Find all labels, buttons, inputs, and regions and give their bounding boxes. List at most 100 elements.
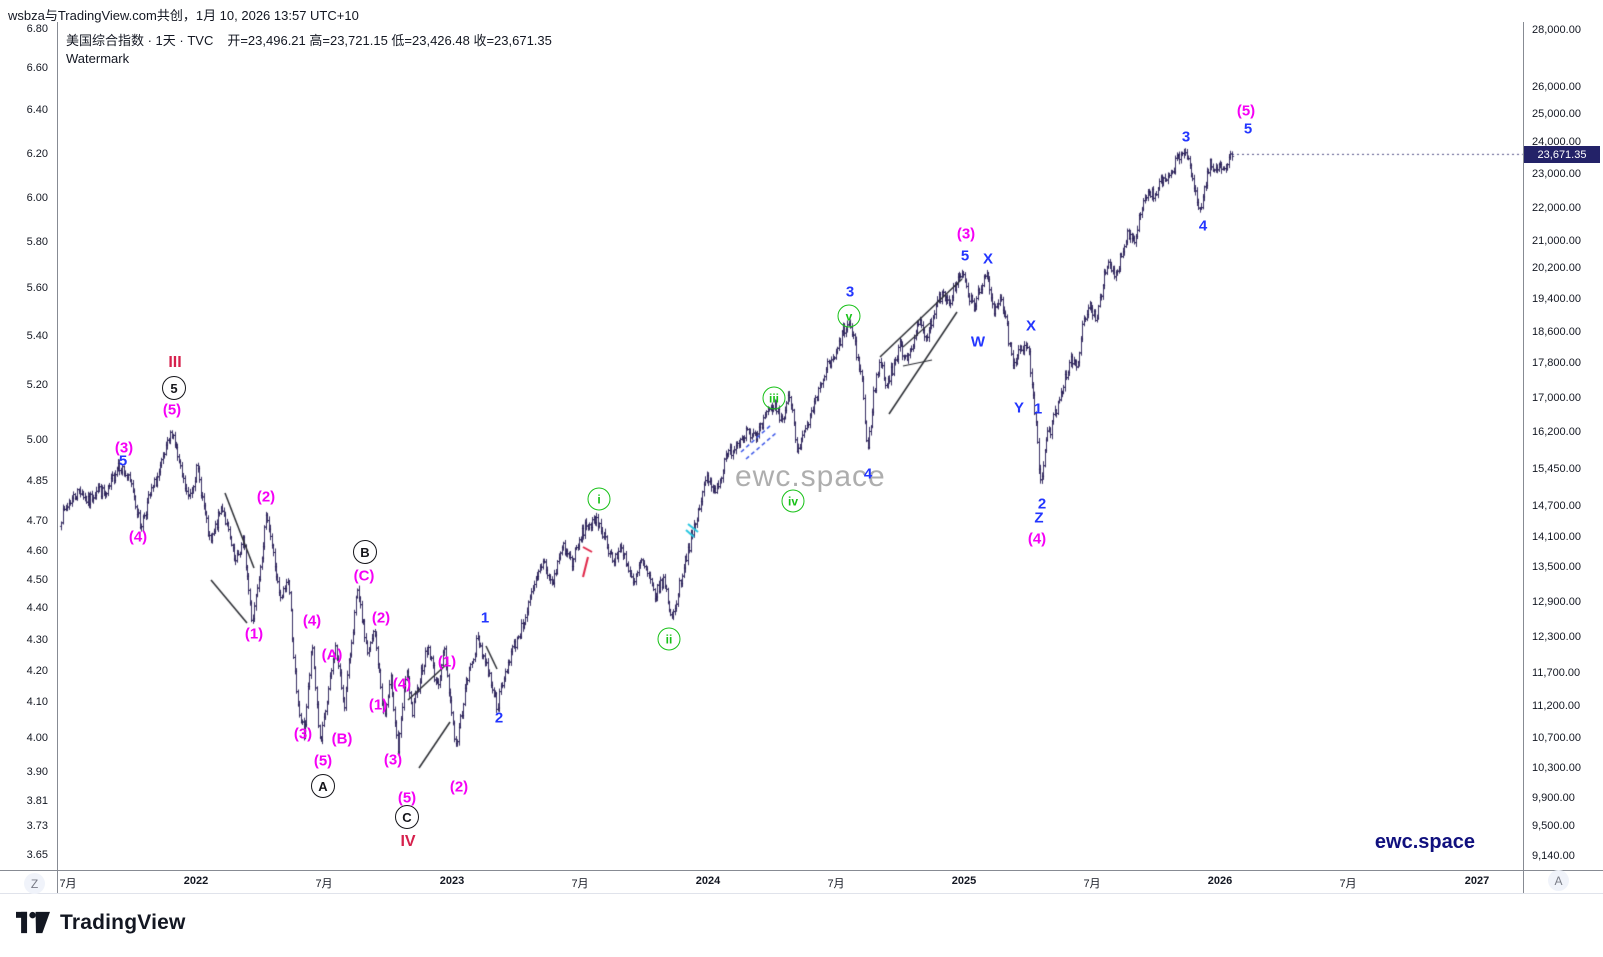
auto-scale-button[interactable]: A (1548, 870, 1569, 891)
wave-label-A[interactable]: A (311, 774, 335, 798)
time-axis-label: 2023 (439, 875, 465, 887)
ohlc-values: 开=23,496.21 高=23,721.15 低=23,426.48 收=23… (227, 33, 552, 48)
right-price-scale[interactable]: 28,000.00 26,000.00 25,000.00 24,000.00 23,0… (1524, 0, 1603, 870)
wave-label-v[interactable]: v (837, 304, 861, 328)
wave-label-Z[interactable]: Z (1034, 509, 1044, 527)
timezone-button[interactable]: Z (24, 873, 45, 894)
time-axis-label: 2024 (695, 875, 721, 887)
attribution-text: wsbza与TradingView.com共创，1月 10, 2026 13:5… (8, 8, 359, 23)
left-axis-tick: 4.40 (26, 602, 48, 614)
wave-label-C[interactable]: (C) (353, 567, 375, 585)
symbol-title: 美国综合指数 · 1天 · TVC (66, 33, 214, 48)
wave-label-B[interactable]: B (353, 540, 377, 564)
right-axis-tick: 13,500.00 (1532, 561, 1581, 573)
tradingview-logo-icon (16, 911, 50, 934)
left-axis-tick: 6.40 (26, 104, 48, 116)
right-axis-tick: 11,700.00 (1532, 667, 1581, 679)
wave-label-2[interactable]: (2) (449, 778, 469, 796)
wave-label-IV[interactable]: IV (400, 833, 416, 850)
right-axis-tick: 17,800.00 (1532, 357, 1581, 369)
right-axis-tick: 28,000.00 (1532, 24, 1581, 36)
wave-label-W[interactable]: W (970, 333, 986, 351)
symbol-legend[interactable]: 美国综合指数 · 1天 · TVC 开=23,496.21 高=23,721.1… (66, 30, 552, 49)
wave-label-A[interactable]: (A) (321, 646, 343, 664)
wave-label-iv[interactable]: iv (781, 489, 805, 513)
left-axis-tick: 4.70 (26, 515, 48, 527)
right-axis-tick: 11,200.00 (1532, 700, 1581, 712)
wave-label-5[interactable]: (5) (1236, 102, 1256, 120)
last-price-label: 23,671.35 (1524, 146, 1600, 163)
left-axis-tick: 6.80 (26, 23, 48, 35)
wave-label-3[interactable]: (3) (956, 225, 976, 243)
left-axis-tick: 5.20 (26, 379, 48, 391)
wave-label-C[interactable]: C (395, 805, 419, 829)
wave-label-2[interactable]: 2 (494, 709, 504, 727)
time-axis-label: 7月 (1339, 878, 1357, 890)
wave-label-3[interactable]: 3 (1181, 128, 1191, 146)
wave-label-III[interactable]: III (168, 354, 182, 371)
time-axis-label: 7月 (827, 878, 845, 890)
wave-label-4[interactable]: (4) (1027, 530, 1047, 548)
wave-label-B[interactable]: (B) (331, 730, 353, 748)
right-axis-tick: 14,100.00 (1532, 531, 1581, 543)
wave-label-ii[interactable]: ii (657, 627, 681, 651)
wave-label-5[interactable]: (5) (162, 401, 182, 419)
wave-label-1[interactable]: (1) (244, 625, 264, 643)
legend-subtitle: Watermark (66, 51, 130, 66)
wave-label-4[interactable]: 4 (863, 465, 873, 483)
wave-label-4[interactable]: (4) (128, 528, 148, 546)
wave-label-4[interactable]: 4 (1198, 217, 1208, 235)
wave-label-5[interactable]: 5 (162, 376, 186, 400)
wave-label-2[interactable]: 2 (1037, 495, 1047, 513)
wave-label-5[interactable]: (5) (397, 789, 417, 807)
wave-label-X[interactable]: X (1025, 317, 1037, 335)
tradingview-logo-text: TradingView (60, 910, 186, 934)
right-axis-tick: 26,000.00 (1532, 81, 1581, 93)
time-axis-label: 7月 (59, 878, 77, 890)
wave-label-1[interactable]: 1 (480, 609, 490, 627)
right-axis-tick: 16,200.00 (1532, 426, 1581, 438)
right-axis-tick: 20,200.00 (1532, 262, 1581, 274)
time-scale[interactable]: 7月 2022 7月 2023 7月 2024 7月 2025 7月 2026 7月 2027 (0, 870, 1603, 893)
left-axis-tick: 6.20 (26, 148, 48, 160)
wave-label-3[interactable]: (3) (293, 725, 313, 743)
right-axis-tick: 25,000.00 (1532, 108, 1581, 120)
wave-label-2[interactable]: (2) (371, 609, 391, 627)
wave-label-iii[interactable]: iii (762, 386, 786, 410)
wave-label-5[interactable]: 5 (118, 452, 128, 470)
time-axis-label: 7月 (315, 878, 333, 890)
left-axis-tick: 5.60 (26, 282, 48, 294)
wave-label-4[interactable]: (4) (302, 612, 322, 630)
wave-label-2[interactable]: (2) (256, 488, 276, 506)
left-axis-tick: 4.00 (26, 732, 48, 744)
time-axis-label: 7月 (1083, 878, 1101, 890)
left-axis-tick: 3.81 (26, 795, 48, 807)
right-axis-tick: 9,500.00 (1532, 820, 1575, 832)
wave-label-3[interactable]: 3 (845, 283, 855, 301)
left-axis-tick: 6.00 (26, 192, 48, 204)
right-axis-tick: 15,450.00 (1532, 463, 1581, 475)
wave-label-Y[interactable]: Y (1013, 399, 1025, 417)
wave-label-1[interactable]: 1 (1033, 400, 1043, 418)
wave-label-3[interactable]: (3) (114, 439, 134, 457)
wave-label-i[interactable]: i (587, 487, 611, 511)
wave-label-1[interactable]: (1) (437, 653, 457, 671)
wave-label-X[interactable]: X (982, 250, 994, 268)
wave-label-5[interactable]: (5) (313, 752, 333, 770)
time-axis-label: 2022 (183, 875, 209, 887)
right-axis-tick: 19,400.00 (1532, 293, 1581, 305)
wave-label-4[interactable]: (4) (392, 675, 412, 693)
wave-label-5[interactable]: 5 (960, 247, 970, 265)
left-price-scale[interactable]: 6.80 6.60 6.40 6.20 6.00 5.80 5.60 5.40 5.20 5.00… (0, 0, 52, 870)
right-axis-border (1523, 22, 1524, 893)
right-axis-tick: 18,600.00 (1532, 326, 1581, 338)
left-axis-tick: 5.80 (26, 236, 48, 248)
wave-label-3[interactable]: (3) (383, 751, 403, 769)
left-axis-border (57, 22, 58, 893)
tradingview-logo[interactable]: TradingView (16, 910, 186, 935)
wave-label-1[interactable]: (1) (368, 696, 388, 714)
wave-label-5[interactable]: 5 (1243, 120, 1253, 138)
left-axis-tick: 4.30 (26, 634, 48, 646)
right-axis-tick: 14,700.00 (1532, 500, 1581, 512)
